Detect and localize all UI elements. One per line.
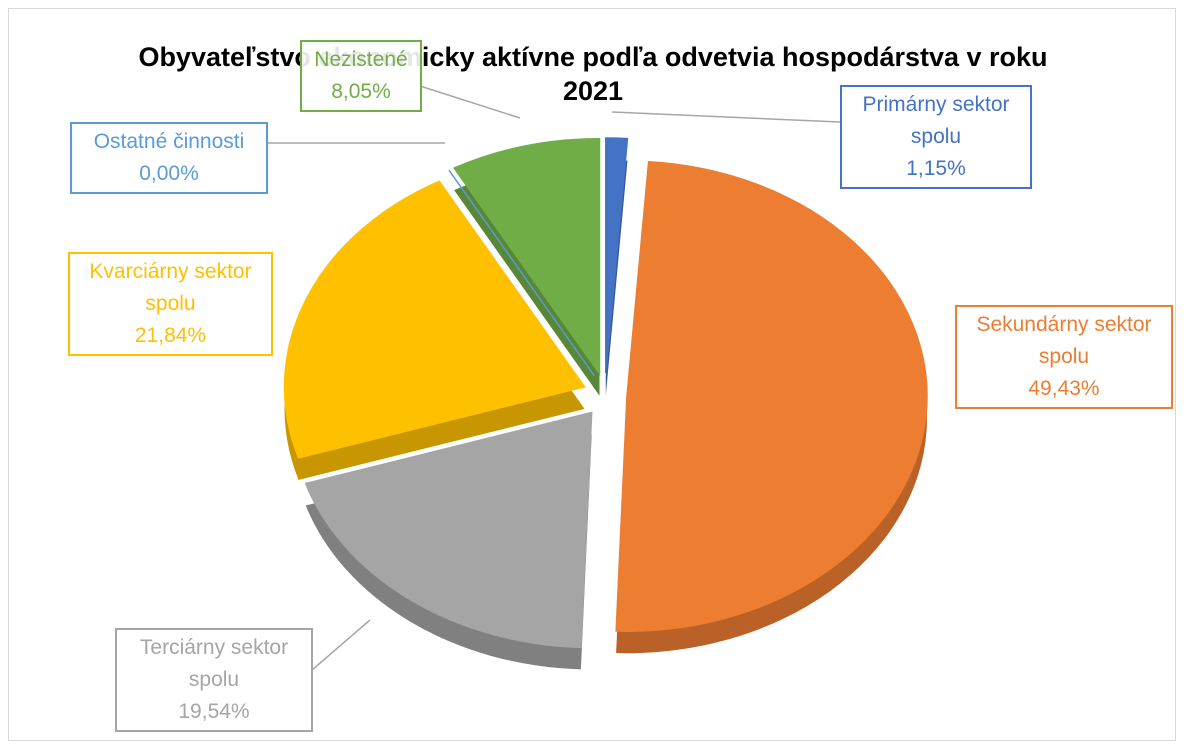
slice-side-shade	[449, 192, 595, 398]
data-label: Nezistené 8,05%	[300, 40, 422, 112]
label-value: 1,15%	[906, 157, 966, 180]
label-value: 49,43%	[1028, 377, 1100, 400]
slice	[615, 161, 928, 632]
data-label: Sekundárny sektor spolu 49,43%	[955, 305, 1173, 409]
slice	[304, 411, 593, 649]
slice	[448, 169, 595, 377]
data-label: Kvarciárny sektor spolu 21,84%	[68, 252, 273, 356]
label-category: Terciárny sektor spolu	[139, 636, 289, 691]
label-value: 19,54%	[178, 700, 250, 723]
slice	[453, 137, 601, 377]
label-value: 21,84%	[134, 324, 207, 347]
chart-title: Obyvateľstvo ekonomicky aktívne podľa od…	[138, 42, 1048, 106]
label-value: 0,00%	[139, 162, 199, 185]
slice	[283, 180, 586, 459]
leader-line	[611, 111, 841, 123]
chart-frame	[8, 8, 1176, 741]
data-label: Ostatné činnosti 0,00%	[70, 122, 268, 194]
slice	[605, 137, 629, 374]
label-category: Sekundárny sektor spolu	[976, 313, 1152, 368]
data-label: Primárny sektor spolu 1,15%	[840, 85, 1032, 189]
leader-lines	[268, 85, 841, 671]
data-label: Terciárny sektor spolu 19,54%	[115, 628, 313, 732]
label-value: 8,05%	[331, 80, 391, 103]
label-category: Nezistené	[314, 48, 408, 71]
leader-line	[419, 85, 521, 119]
label-category: Primárny sektor spolu	[862, 93, 1010, 148]
label-category: Kvarciárny sektor spolu	[89, 260, 252, 315]
label-category: Ostatné činnosti	[93, 130, 245, 153]
leader-line	[311, 619, 371, 671]
slice-tops	[283, 137, 928, 649]
slice-side	[449, 192, 595, 398]
